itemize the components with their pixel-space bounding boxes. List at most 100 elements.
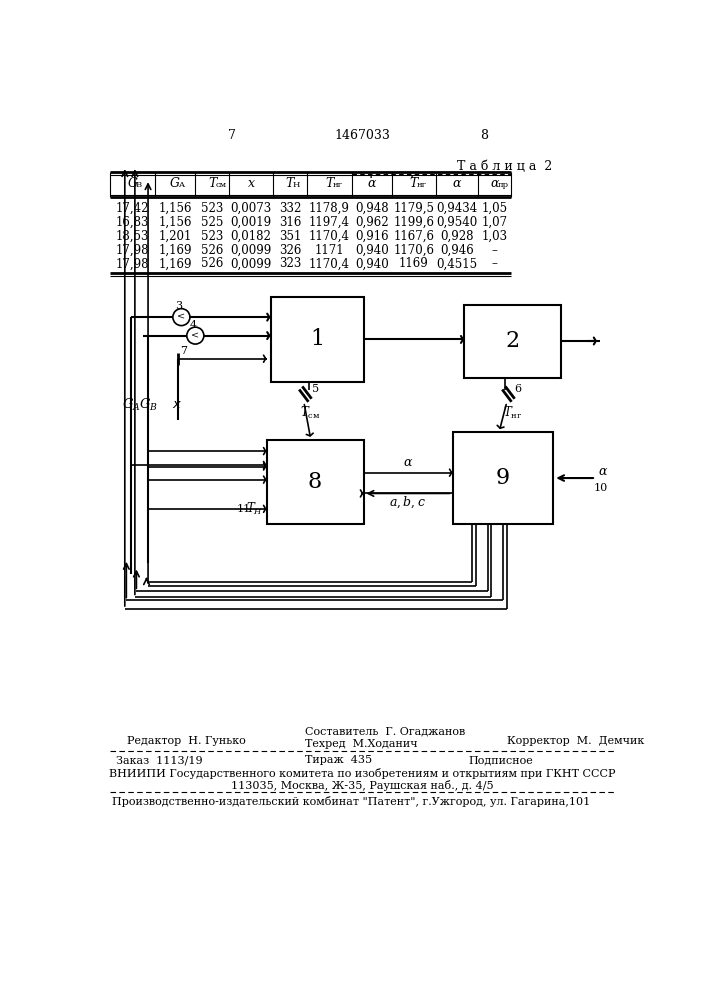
Text: 0,0182: 0,0182 xyxy=(230,230,271,243)
Text: 351: 351 xyxy=(279,230,301,243)
Text: 1170,6: 1170,6 xyxy=(393,244,434,257)
Text: 7: 7 xyxy=(180,346,187,356)
Text: 17,98: 17,98 xyxy=(116,257,149,270)
Text: 0,928: 0,928 xyxy=(440,230,474,243)
Text: Производственно-издательский комбинат "Патент", г.Ужгород, ул. Гагарина,101: Производственно-издательский комбинат "П… xyxy=(112,796,590,807)
Text: 1467033: 1467033 xyxy=(334,129,390,142)
Text: T: T xyxy=(208,177,216,190)
Text: 523: 523 xyxy=(201,202,223,215)
Text: 1,201: 1,201 xyxy=(158,230,192,243)
Text: B: B xyxy=(136,181,142,189)
Text: 323: 323 xyxy=(279,257,301,270)
Text: 0,962: 0,962 xyxy=(355,216,389,229)
Text: 1197,4: 1197,4 xyxy=(309,216,350,229)
Text: Составитель  Г. Огаджанов: Составитель Г. Огаджанов xyxy=(305,727,466,737)
Text: ·: · xyxy=(410,171,414,185)
Text: 0,0099: 0,0099 xyxy=(230,257,271,270)
Text: 1199,6: 1199,6 xyxy=(393,216,434,229)
Text: x: x xyxy=(247,177,255,190)
Text: Техред  М.Ходанич: Техред М.Ходанич xyxy=(305,739,418,749)
Text: α: α xyxy=(452,177,461,190)
Text: см: см xyxy=(216,181,227,189)
Text: 113035, Москва, Ж-35, Раушская наб., д. 4/5: 113035, Москва, Ж-35, Раушская наб., д. … xyxy=(230,780,493,791)
Text: 11: 11 xyxy=(237,504,251,514)
Text: 18,53: 18,53 xyxy=(116,230,149,243)
Text: 17,42: 17,42 xyxy=(116,202,149,215)
Text: T: T xyxy=(325,177,334,190)
Text: 1170,4: 1170,4 xyxy=(309,230,350,243)
Text: 0,4515: 0,4515 xyxy=(436,257,477,270)
Text: <: < xyxy=(177,313,185,322)
Text: Тираж  435: Тираж 435 xyxy=(305,755,373,765)
Text: 1,07: 1,07 xyxy=(481,216,508,229)
Text: Подписное: Подписное xyxy=(468,755,533,765)
Text: 1169: 1169 xyxy=(399,257,428,270)
Text: 523: 523 xyxy=(201,230,223,243)
Text: 1,156: 1,156 xyxy=(158,202,192,215)
Text: $T_H$: $T_H$ xyxy=(245,501,263,517)
Text: $T_{\rm см}$: $T_{\rm см}$ xyxy=(300,405,320,421)
Circle shape xyxy=(173,309,190,326)
Text: 0,0073: 0,0073 xyxy=(230,202,271,215)
Text: 0,940: 0,940 xyxy=(355,244,389,257)
Circle shape xyxy=(187,327,204,344)
Text: 316: 316 xyxy=(279,216,301,229)
Text: $a, b, c$: $a, b, c$ xyxy=(390,495,426,510)
Text: H: H xyxy=(293,181,300,189)
Text: 0,9540: 0,9540 xyxy=(436,216,477,229)
Text: –: – xyxy=(491,244,498,257)
Text: 1,156: 1,156 xyxy=(158,216,192,229)
Text: 4: 4 xyxy=(189,320,197,330)
Bar xyxy=(452,432,554,524)
Text: G: G xyxy=(127,177,138,190)
Text: 3: 3 xyxy=(175,301,182,311)
Text: $G_A$: $G_A$ xyxy=(122,397,141,413)
Text: пр: пр xyxy=(498,181,508,189)
Text: 1,169: 1,169 xyxy=(158,257,192,270)
Text: нг: нг xyxy=(332,181,342,189)
Text: 1,169: 1,169 xyxy=(158,244,192,257)
Text: 5: 5 xyxy=(312,384,319,394)
Text: Корректор  М.  Демчик: Корректор М. Демчик xyxy=(507,736,644,746)
Bar xyxy=(464,305,561,378)
Text: ВНИИПИ Государственного комитета по изобретениям и открытиям при ГКНТ СССР: ВНИИПИ Государственного комитета по изоб… xyxy=(109,768,615,779)
Text: 1178,9: 1178,9 xyxy=(309,202,350,215)
Text: 0,916: 0,916 xyxy=(355,230,389,243)
Text: 0,0099: 0,0099 xyxy=(230,244,271,257)
Text: 1171: 1171 xyxy=(315,244,344,257)
Text: 0,0019: 0,0019 xyxy=(230,216,271,229)
Bar xyxy=(267,440,363,524)
Text: 1179,5: 1179,5 xyxy=(393,202,434,215)
Text: 17,98: 17,98 xyxy=(116,244,149,257)
Text: 0,940: 0,940 xyxy=(355,257,389,270)
Text: 2: 2 xyxy=(506,330,520,352)
Text: T: T xyxy=(286,177,294,190)
Text: $\alpha$: $\alpha$ xyxy=(402,456,413,469)
Text: T: T xyxy=(409,177,418,190)
Text: A: A xyxy=(178,181,185,189)
Text: 9: 9 xyxy=(496,467,510,489)
Text: 1,03: 1,03 xyxy=(481,230,508,243)
Text: нг: нг xyxy=(417,181,427,189)
Text: 7: 7 xyxy=(228,129,235,142)
Text: 1170,4: 1170,4 xyxy=(309,257,350,270)
Text: Т а б л и ц а  2: Т а б л и ц а 2 xyxy=(457,160,551,173)
Text: $x$: $x$ xyxy=(173,398,182,411)
Text: G: G xyxy=(170,177,180,190)
Text: –: – xyxy=(491,257,498,270)
Text: 525: 525 xyxy=(201,216,223,229)
Text: 16,83: 16,83 xyxy=(116,216,149,229)
Text: α: α xyxy=(368,177,376,190)
Text: 8: 8 xyxy=(308,471,322,493)
Text: $T_{\rm нг}$: $T_{\rm нг}$ xyxy=(503,405,522,421)
Text: ·: · xyxy=(368,171,373,185)
Text: 1167,6: 1167,6 xyxy=(393,230,434,243)
Text: 0,9434: 0,9434 xyxy=(436,202,477,215)
Text: 1,05: 1,05 xyxy=(481,202,508,215)
Text: Редактор  Н. Гунько: Редактор Н. Гунько xyxy=(127,736,246,746)
Text: $G_B$: $G_B$ xyxy=(139,397,158,413)
Text: 326: 326 xyxy=(279,244,301,257)
Text: 6: 6 xyxy=(515,384,522,394)
Text: 8: 8 xyxy=(479,129,488,142)
Text: α: α xyxy=(490,177,498,190)
